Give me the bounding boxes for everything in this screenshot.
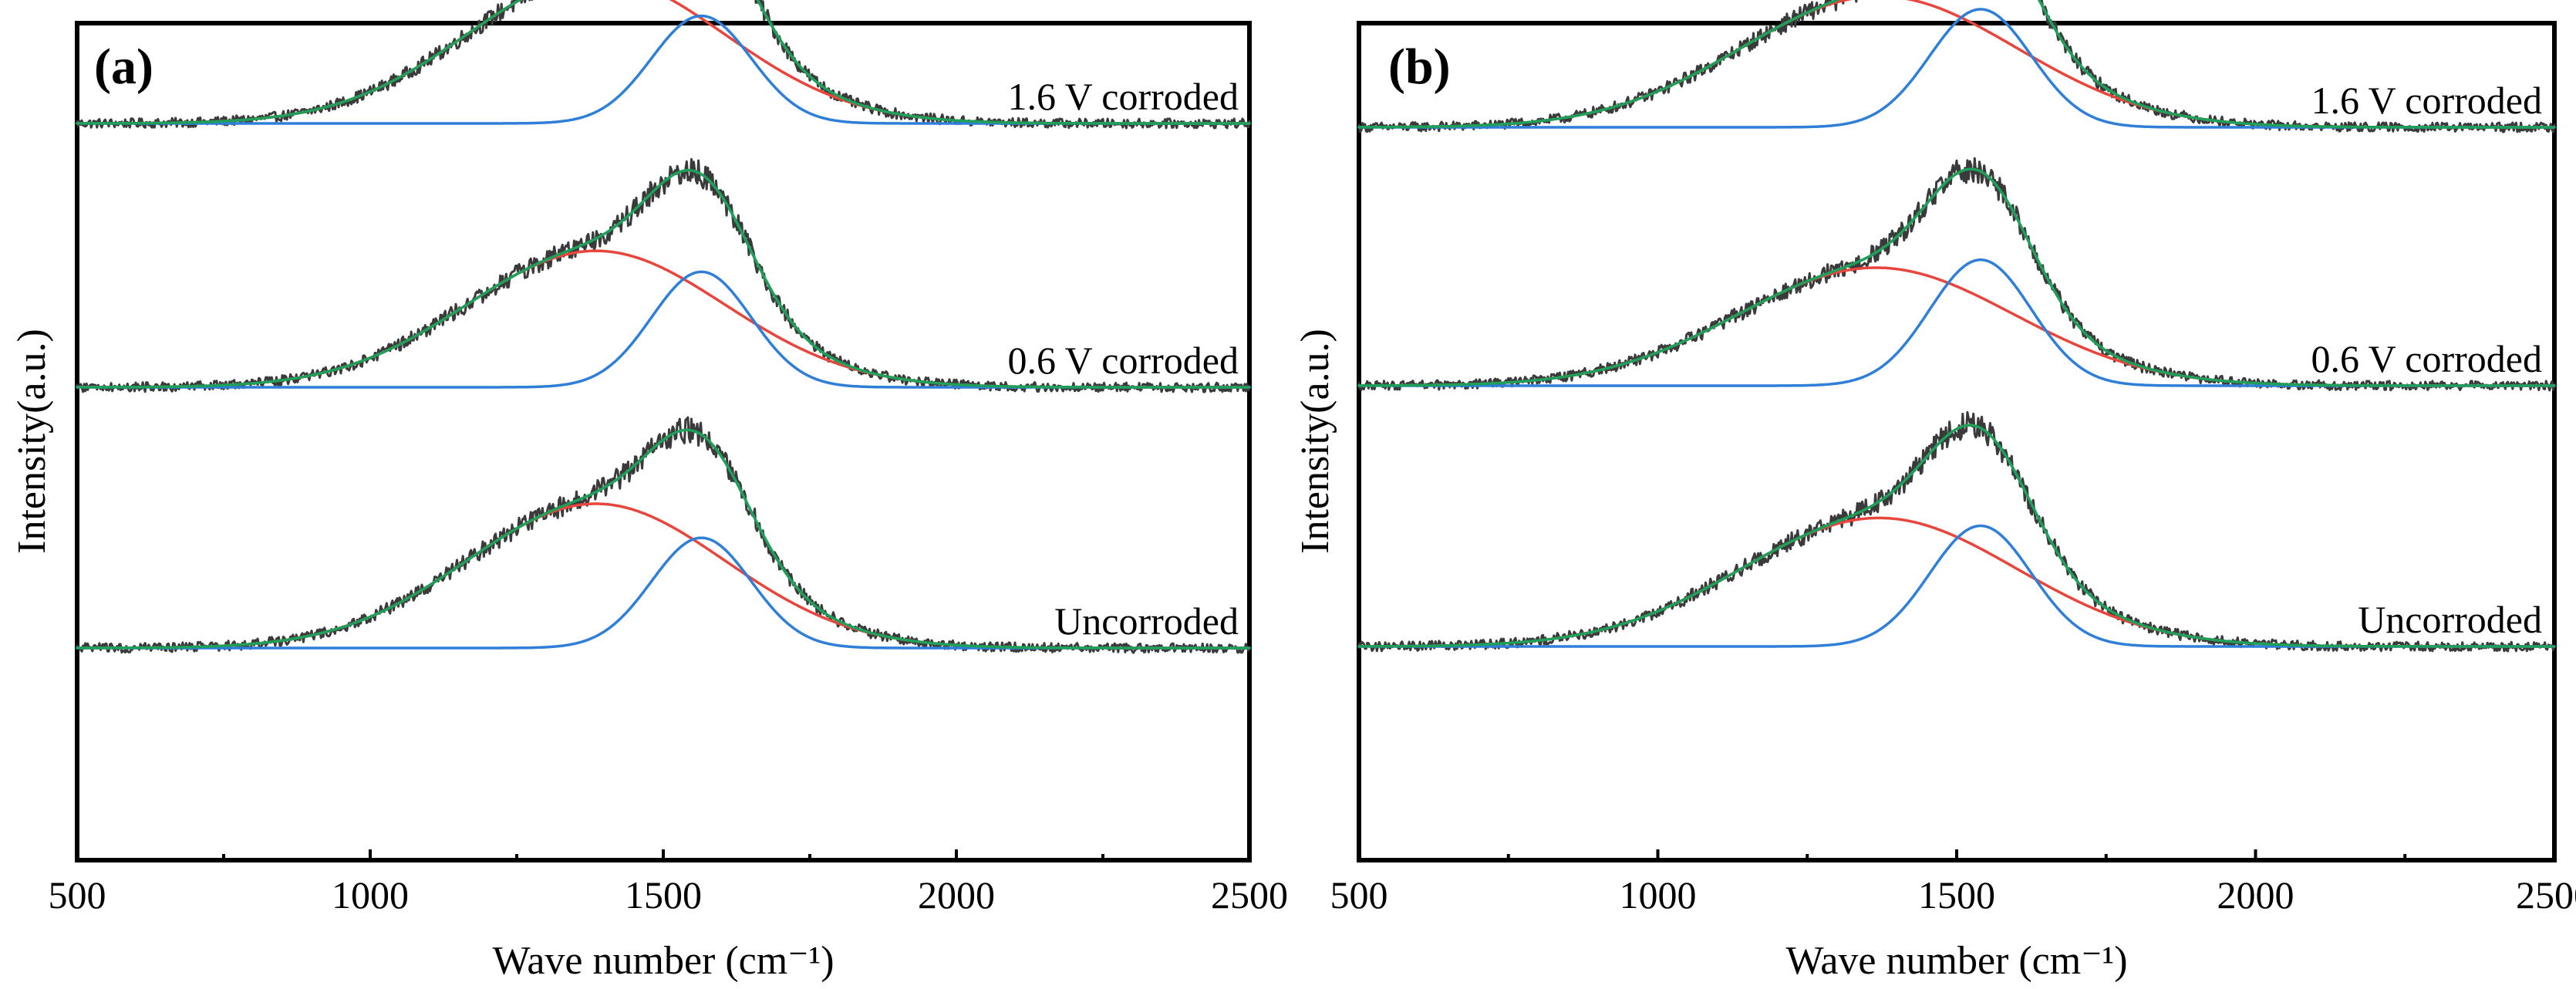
panel-b-letter: (b): [1388, 39, 1451, 95]
trace-label: 0.6 V corroded: [2311, 337, 2543, 380]
panel-a-trace-labels: 1.6 V corroded 0.6 V corroded Uncorroded: [1008, 75, 1239, 643]
panel-b: (b) 500 1000 1500 2000 2500 1.6 V corroded 0.…: [1293, 0, 2576, 983]
cumulative-fit-line: [1357, 424, 2556, 648]
panel-b-x-axis-label: Wave number (cm⁻¹): [1785, 939, 2127, 983]
cumulative-fit-line: [76, 428, 1251, 650]
panel-a: (a) 500 1000 1500 2000 2500 1.6 V corroded 0.…: [10, 0, 1288, 983]
panel-b-y-axis-label: Intensity(a.u.): [1293, 329, 1337, 554]
x-tick-label: 500: [49, 873, 106, 916]
trace-label: Uncorroded: [2358, 598, 2542, 641]
trace-label: 1.6 V corroded: [1008, 75, 1239, 118]
x-tick-label: 1000: [1620, 873, 1697, 916]
trace-label: 0.6 V corroded: [1008, 339, 1239, 382]
x-tick-label: 2000: [2217, 873, 2294, 916]
cumulative-fit-line: [1357, 0, 2556, 129]
x-tick-label: 1500: [1918, 873, 1995, 916]
cumulative-fit-line: [76, 168, 1251, 389]
trace-label: Uncorroded: [1054, 599, 1239, 643]
trace-label: 1.6 V corroded: [2311, 79, 2543, 122]
panel-a-x-axis-label: Wave number (cm⁻¹): [492, 939, 834, 983]
panel-a-letter: (a): [94, 39, 153, 95]
cumulative-fit-line: [1357, 167, 2556, 387]
panel-b-x-axis-label-text: Wave number (cm⁻¹): [1785, 939, 2127, 983]
panel-b-x-ticks: 500 1000 1500 2000 2500: [1330, 849, 2576, 916]
x-tick-label: 2500: [2516, 873, 2576, 916]
panel-a-traces: [76, 0, 1251, 654]
panel-b-traces: [1357, 0, 2556, 653]
x-tick-label: 1500: [625, 873, 702, 916]
panel-a-x-ticks: 500 1000 1500 2000 2500: [49, 849, 1288, 916]
x-tick-label: 500: [1330, 873, 1388, 916]
cumulative-fit-line: [76, 0, 1251, 125]
panel-b-frame: [1357, 21, 2557, 862]
raw-spectrum-line: [76, 0, 1251, 130]
raw-spectrum-line: [1357, 410, 2556, 653]
panel-b-trace-labels: 1.6 V corroded 0.6 V corroded Uncorroded: [2311, 79, 2543, 641]
x-tick-label: 1000: [332, 873, 409, 916]
panel-a-x-axis-label-text: Wave number (cm⁻¹): [492, 939, 834, 983]
x-tick-label: 2000: [918, 873, 995, 916]
raw-spectrum-line: [1357, 0, 2556, 133]
panel-a-y-axis-label: Intensity(a.u.): [10, 329, 54, 554]
x-tick-label: 2500: [1211, 873, 1288, 916]
